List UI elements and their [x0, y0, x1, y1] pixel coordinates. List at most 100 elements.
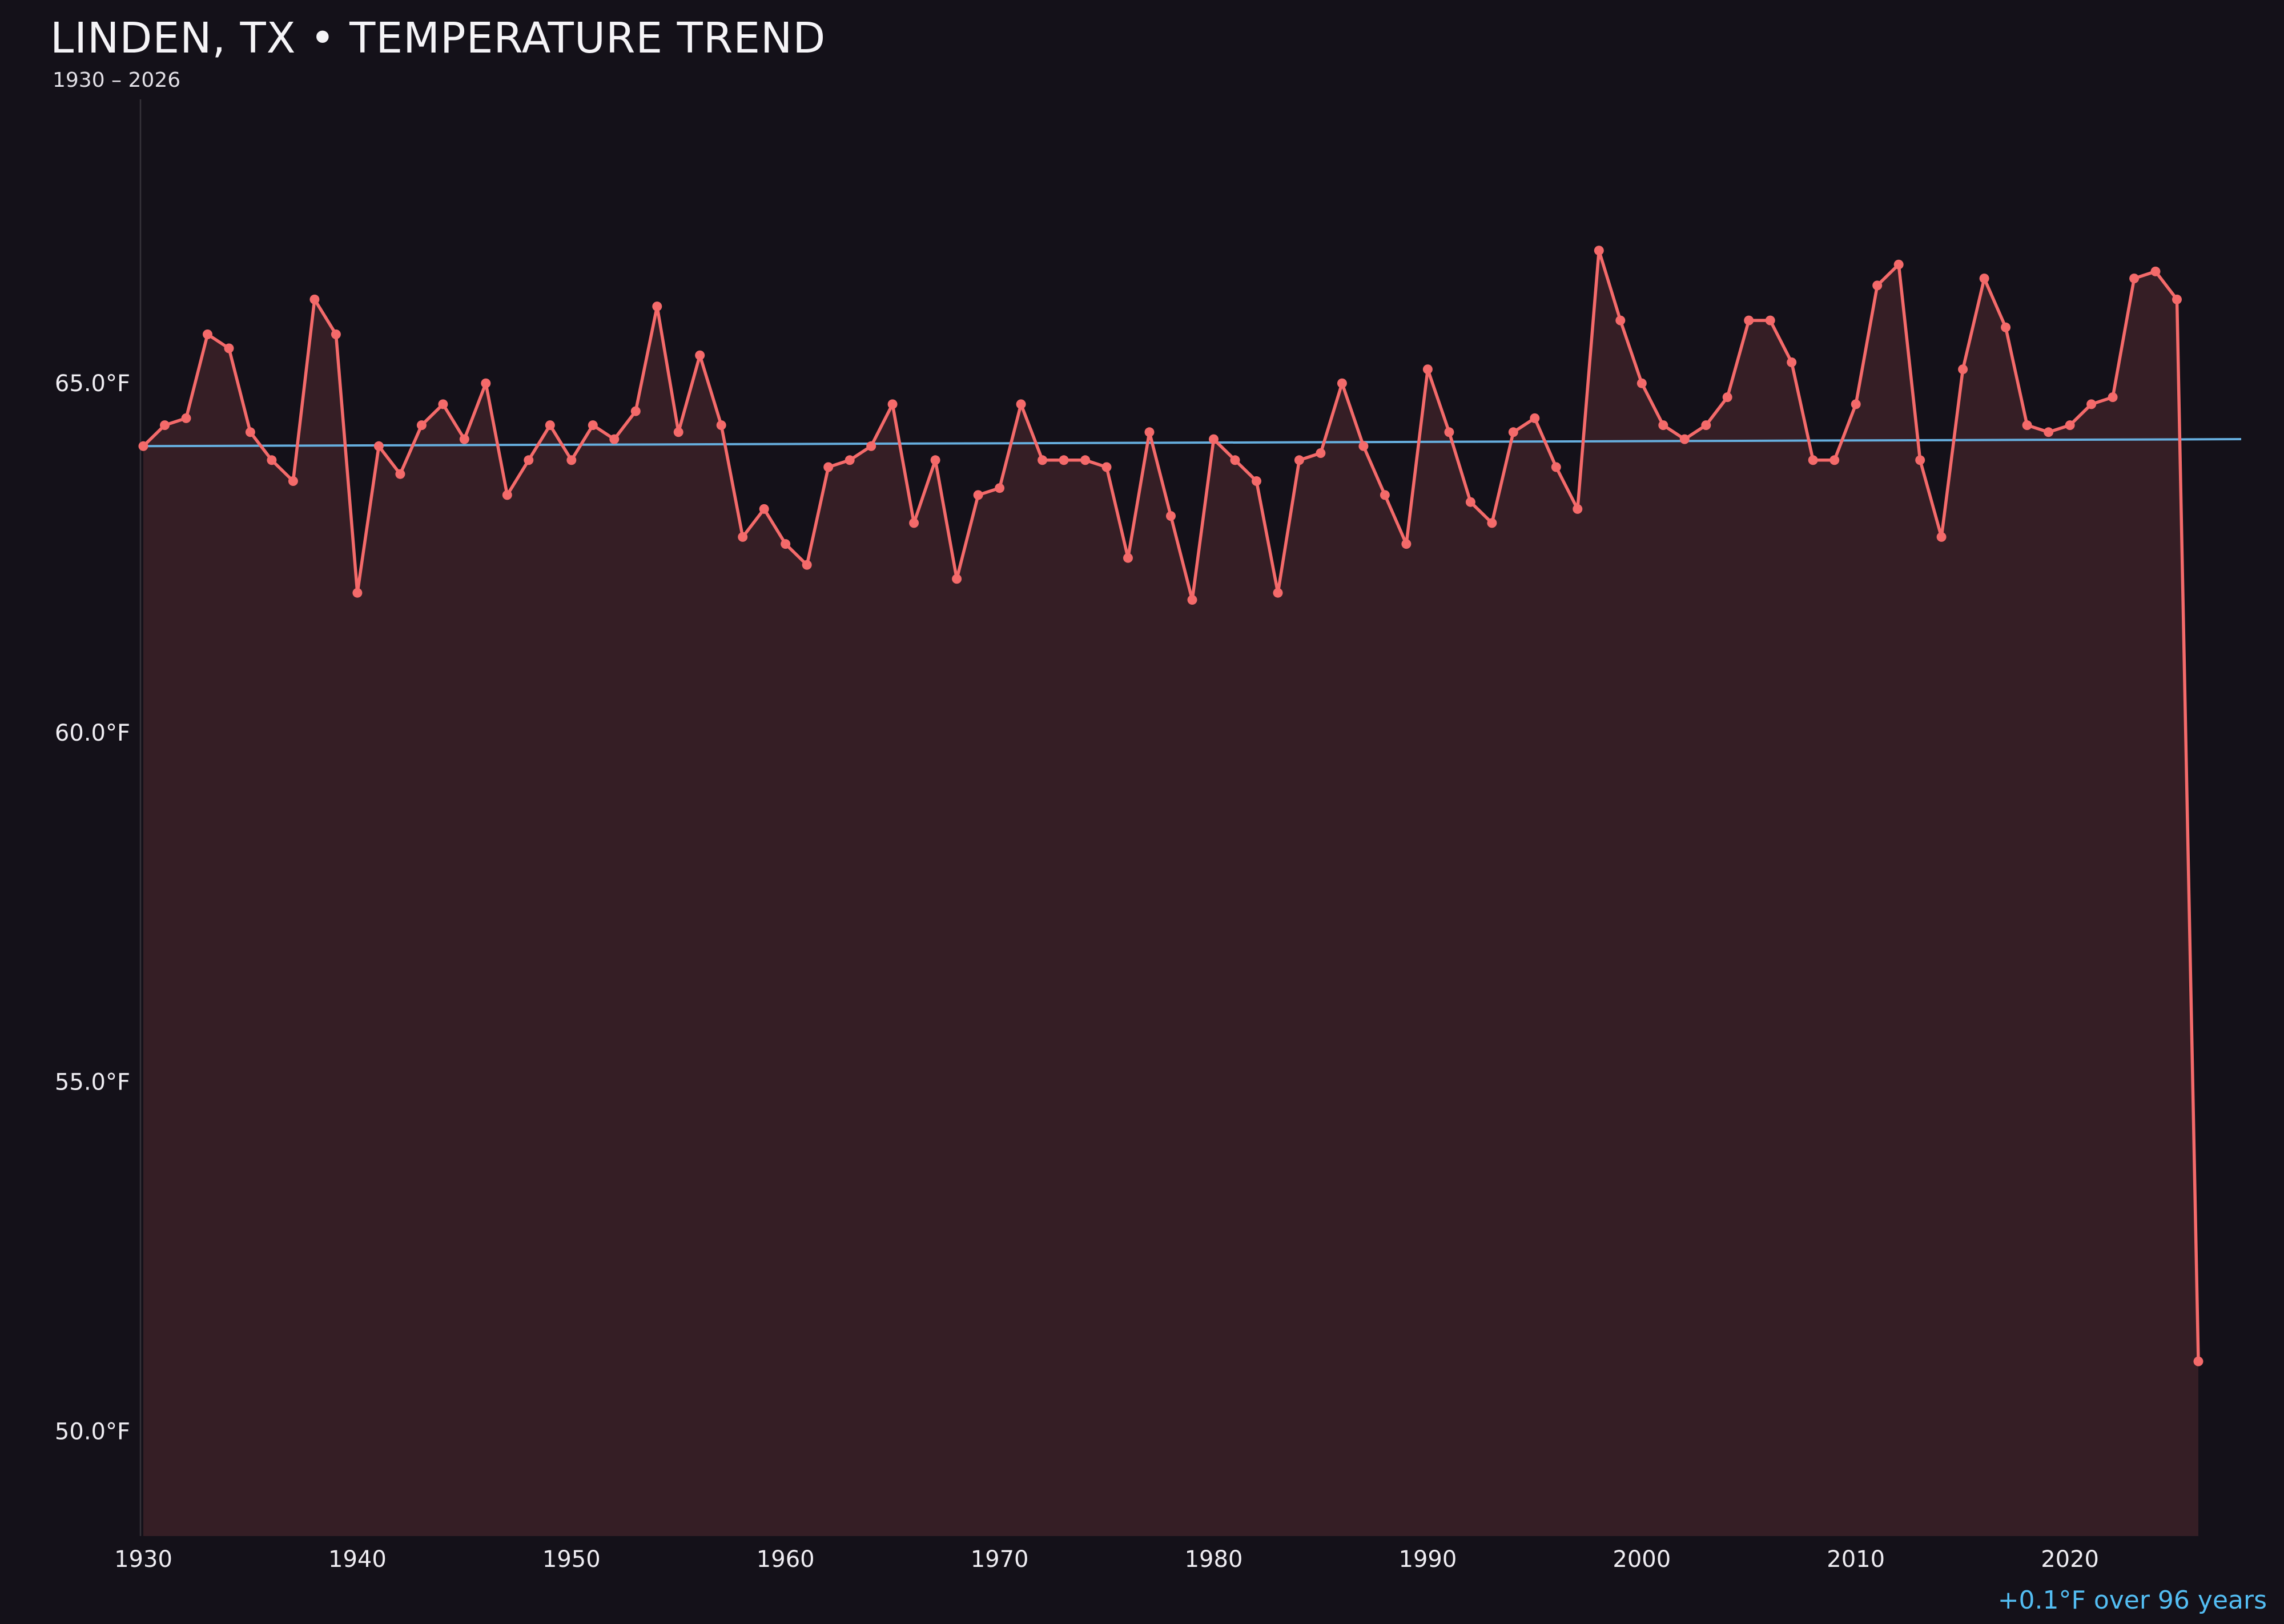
data-point [1487, 518, 1497, 528]
data-point [1508, 427, 1518, 437]
data-point [2108, 392, 2118, 403]
data-point [802, 560, 812, 570]
y-tick-label: 55.0°F [55, 1070, 130, 1096]
data-point [1893, 259, 1904, 270]
y-tick-label: 50.0°F [55, 1418, 130, 1445]
x-tick-label: 2000 [1613, 1546, 1671, 1573]
data-point [823, 462, 834, 472]
chart-header: LINDEN, TX • TEMPERATURE TREND 1930 – 20… [50, 14, 826, 92]
data-point [288, 476, 298, 486]
data-point [181, 413, 191, 423]
data-point [909, 518, 919, 528]
data-point [866, 441, 876, 451]
data-point [738, 532, 748, 542]
data-point [1059, 455, 1069, 465]
data-point [1829, 455, 1840, 465]
data-point [609, 434, 620, 444]
data-point [1787, 357, 1797, 367]
data-point [1230, 455, 1240, 465]
data-point [652, 302, 662, 312]
x-tick-label: 1930 [114, 1546, 172, 1573]
data-point [1101, 462, 1112, 472]
data-point [1465, 497, 1475, 507]
data-point [1551, 462, 1561, 472]
data-point [1038, 455, 1048, 465]
data-point [1401, 539, 1412, 549]
x-tick-label: 1990 [1399, 1546, 1457, 1573]
data-point [395, 469, 405, 479]
data-point [781, 539, 791, 549]
data-point [1979, 274, 1989, 284]
x-tick-label: 1960 [757, 1546, 815, 1573]
data-point [1872, 280, 1883, 291]
data-point [309, 294, 320, 304]
x-tick-label: 2020 [2041, 1546, 2099, 1573]
data-point [1380, 490, 1390, 500]
data-point [1915, 455, 1925, 465]
temperature-area-fill [143, 250, 2198, 1537]
data-point [373, 441, 384, 451]
data-point [2172, 294, 2182, 304]
data-point [2044, 427, 2054, 437]
data-point [973, 490, 983, 500]
data-point [224, 343, 234, 353]
data-point [1316, 448, 1326, 458]
data-point [1615, 315, 1626, 325]
data-point [1144, 427, 1155, 437]
data-point [1701, 420, 1711, 431]
data-point [1294, 455, 1304, 465]
data-point [1530, 413, 1540, 423]
data-point [1679, 434, 1690, 444]
data-point [2001, 322, 2011, 332]
data-point [887, 399, 898, 409]
trend-annotation: +0.1°F over 96 years [1997, 1586, 2267, 1615]
data-point [952, 574, 962, 584]
data-point [1851, 399, 1861, 409]
data-point [1123, 553, 1133, 563]
data-point [1337, 378, 1347, 388]
data-point [1016, 399, 1026, 409]
data-point [1658, 420, 1668, 431]
data-point [1273, 588, 1283, 598]
data-point [845, 455, 855, 465]
data-point [160, 420, 170, 431]
data-point [2022, 420, 2032, 431]
y-tick-label: 65.0°F [55, 371, 130, 397]
data-point [1209, 434, 1219, 444]
data-point [416, 420, 427, 431]
x-tick-label: 2010 [1827, 1546, 1885, 1573]
data-point [1936, 532, 1947, 542]
data-point [481, 378, 491, 388]
x-tick-label: 1980 [1185, 1546, 1243, 1573]
data-point [2129, 274, 2140, 284]
data-point [438, 399, 448, 409]
data-point [1765, 315, 1775, 325]
data-point [588, 420, 598, 431]
data-point [1722, 392, 1732, 403]
data-point [1808, 455, 1818, 465]
x-tick-label: 1940 [328, 1546, 387, 1573]
data-point [459, 434, 469, 444]
data-point [716, 420, 726, 431]
y-tick-label: 60.0°F [55, 720, 130, 746]
data-point [203, 329, 212, 339]
data-point [1187, 595, 1197, 605]
data-point [2193, 1356, 2203, 1366]
data-point [1080, 455, 1091, 465]
data-point [545, 420, 555, 431]
data-point [1166, 511, 1176, 521]
data-point [245, 427, 255, 437]
data-point [995, 483, 1005, 493]
data-point [1958, 364, 1968, 375]
data-point [630, 406, 641, 416]
data-point [1252, 476, 1261, 486]
data-point [331, 329, 341, 339]
data-point [1594, 246, 1604, 256]
data-point [1744, 315, 1754, 325]
data-point [1422, 364, 1433, 375]
chart-title: LINDEN, TX • TEMPERATURE TREND [50, 14, 826, 63]
data-point [2086, 399, 2097, 409]
data-point [930, 455, 940, 465]
